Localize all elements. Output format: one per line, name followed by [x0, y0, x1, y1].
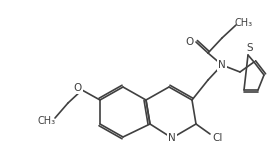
Text: CH₃: CH₃ — [38, 116, 56, 126]
Text: N: N — [168, 133, 176, 143]
Text: N: N — [218, 60, 226, 70]
Text: O: O — [74, 83, 82, 93]
Text: CH₃: CH₃ — [235, 18, 253, 28]
Text: Cl: Cl — [213, 133, 223, 143]
Text: O: O — [185, 37, 193, 47]
Text: S: S — [247, 43, 253, 53]
